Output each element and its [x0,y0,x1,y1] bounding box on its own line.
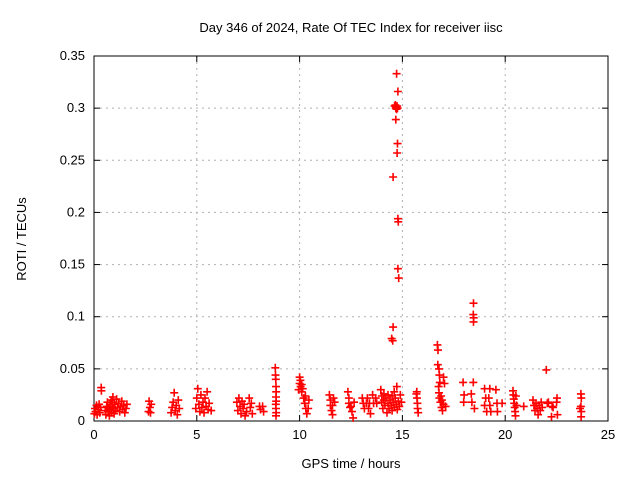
data-point-markers [90,69,586,422]
x-tick-label: 0 [90,427,97,442]
y-tick-label: 0.05 [60,361,85,376]
x-tick-label: 5 [193,427,200,442]
y-tick-label: 0.25 [60,152,85,167]
x-tick-label: 10 [292,427,306,442]
y-tick-label: 0.15 [60,257,85,272]
y-tick-label: 0.35 [60,48,85,63]
y-tick-label: 0.1 [67,309,85,324]
x-axis-label: GPS time / hours [301,456,401,471]
y-tick-label: 0.2 [67,204,85,219]
plot-border [93,55,609,422]
y-tick-label: 0.3 [67,100,85,115]
x-tick-label: 20 [498,427,512,442]
chart-title: Day 346 of 2024, Rate Of TEC Index for r… [199,20,503,35]
x-tick-label: 25 [601,427,615,442]
y-tick-label: 0 [78,413,85,428]
x-tick-label: 15 [395,427,409,442]
